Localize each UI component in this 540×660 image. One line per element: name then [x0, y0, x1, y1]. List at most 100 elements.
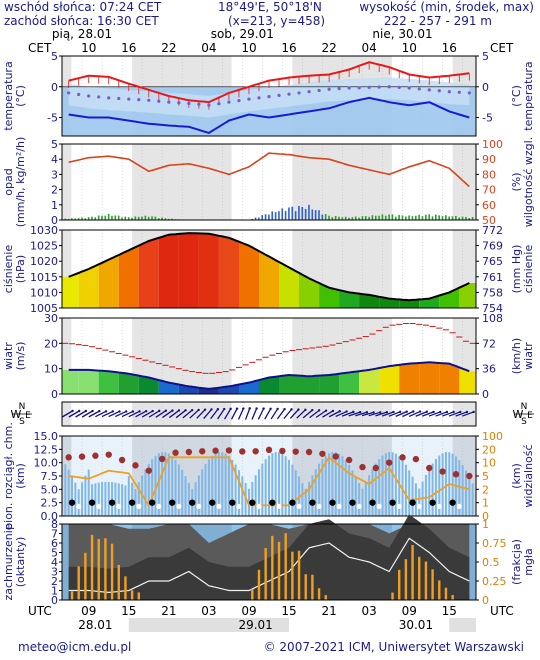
cloud-extent-bar: [221, 452, 224, 516]
wind-dir-arrow: [155, 410, 167, 418]
cloud-extent-bar: [71, 475, 74, 516]
pressure-left-axis-tick-label: 1025: [30, 240, 58, 253]
pressure-right-label: ciśnienie: [522, 245, 535, 294]
cloud-extent-bar: [134, 489, 137, 516]
fog-bar: [324, 595, 327, 600]
wind-speed-fill: [138, 375, 159, 394]
cloud-extent-bar: [331, 452, 334, 516]
precip-bar: [381, 214, 384, 220]
cloud-extent-bar: [204, 463, 207, 516]
cloud-extent-bar: [147, 463, 150, 516]
bottom-date-band: [449, 618, 476, 632]
wind-dir-arrow-head: [465, 410, 469, 414]
cloud-extent-bar: [254, 475, 257, 516]
precip-bar: [468, 217, 471, 220]
precip-bar: [124, 216, 127, 220]
wind-dir-arrow-head: [177, 409, 181, 412]
wind-dir-arrow: [223, 408, 232, 420]
compass-s: S: [19, 417, 25, 427]
temp-right-axis-tick-label: 5: [482, 50, 489, 63]
cloud-base-point: [236, 503, 242, 509]
wind-dir-arrow: [381, 411, 394, 417]
cloud-extent-bar: [351, 470, 354, 516]
cloud-top-point: [426, 464, 433, 472]
top-day-label: nie, 30.01: [372, 27, 432, 41]
fog-bar: [391, 592, 394, 600]
cloud-extent-bar: [194, 482, 197, 516]
pressure-fill: [279, 262, 299, 308]
pressure-fill: [339, 290, 360, 308]
visibility-tick-label: 100: [482, 430, 503, 443]
cloud-extent-bar: [224, 453, 227, 516]
wind-dir-arrow: [162, 410, 173, 418]
cloud-top-point: [372, 464, 380, 472]
fog-bar: [438, 580, 441, 600]
wind-dir-arrow: [196, 409, 206, 419]
cloud-extent-bar: [471, 483, 474, 516]
wind-right-unit: (km/h): [510, 338, 523, 374]
cloud-top-point: [239, 448, 246, 455]
wind-dir-arrow-head: [398, 410, 402, 414]
top-hour-label: 04: [201, 41, 216, 55]
temp-mid-point: [447, 90, 451, 94]
fog-bar: [257, 569, 261, 600]
precip-left-axis-tick-label: 1: [51, 199, 58, 212]
wind-dir-arrow: [388, 411, 401, 417]
cloud-extent-bar: [231, 459, 234, 516]
cloud-top-point: [252, 448, 259, 455]
humidity-tick-label: 60: [482, 199, 496, 212]
wind-dir-arrow-head: [372, 411, 375, 414]
cloud-extent-bar: [301, 483, 304, 516]
fog-bar: [90, 534, 94, 600]
pressure-fill: [359, 293, 380, 308]
pressure-fill: [138, 237, 159, 308]
pressure-fill: [399, 299, 420, 308]
precip-bar: [131, 217, 133, 220]
precip-bar: [364, 216, 367, 220]
cloud-base-point: [269, 499, 276, 506]
wind-dir-arrow: [448, 411, 461, 417]
cloud-base-point: [356, 503, 362, 509]
wind-dir-arrow-head: [425, 410, 429, 413]
wind-dir-arrow: [375, 411, 388, 417]
wind-dir-arrow: [189, 409, 200, 419]
temp-mid-point: [437, 89, 441, 93]
precip-bar: [77, 218, 80, 220]
cloud-extent-bar: [371, 469, 374, 516]
cloud-extent-bar: [251, 481, 254, 516]
pressure-left-axis-tick-label: 1015: [30, 271, 58, 284]
cloud-extent-bar: [171, 456, 174, 516]
footer-email[interactable]: meteo@icm.edu.pl: [18, 640, 132, 654]
temp-mid-point: [307, 90, 311, 94]
cloud-extent-bar: [67, 469, 70, 516]
wind-dir-arrow-head: [151, 409, 154, 413]
wind-dir-arrow-head: [216, 408, 220, 411]
cloud-extent-bar: [374, 463, 377, 516]
precip-bar: [121, 217, 123, 220]
temp-mid-point: [417, 87, 421, 91]
cloud-cover-right-unit: (frakcja): [510, 539, 523, 585]
pressure-right-axis-tick-label: 772: [482, 224, 503, 237]
wind-dir-arrow-head: [385, 410, 389, 414]
precip-bar: [107, 213, 110, 220]
temp-mid-point: [327, 87, 331, 91]
cloud-extent-bar: [74, 482, 77, 516]
fog-bar: [271, 535, 274, 600]
visibility-tick-label: 20: [482, 443, 496, 456]
wind-speed-fill: [419, 362, 440, 394]
wind-dir-arrow-head: [358, 410, 362, 414]
temp-mid-point: [207, 103, 211, 107]
wind-dir-arrow-head: [418, 410, 422, 413]
fog-bar: [104, 538, 107, 600]
temp-mid-point: [217, 102, 221, 106]
wind-dir-arrow-head: [242, 407, 245, 410]
cloud-top-point: [145, 467, 153, 474]
precip-bar: [271, 211, 274, 220]
wind-speed-fill: [359, 368, 380, 394]
pressure-series: [68, 232, 470, 302]
wind-dir-arrow: [415, 411, 428, 417]
wind-dir-arrow-head: [283, 407, 286, 411]
fog-tick-label: 0.75: [482, 537, 507, 550]
cloud-extent-bar: [328, 453, 331, 516]
bottom-hour-label: 15: [281, 604, 296, 618]
